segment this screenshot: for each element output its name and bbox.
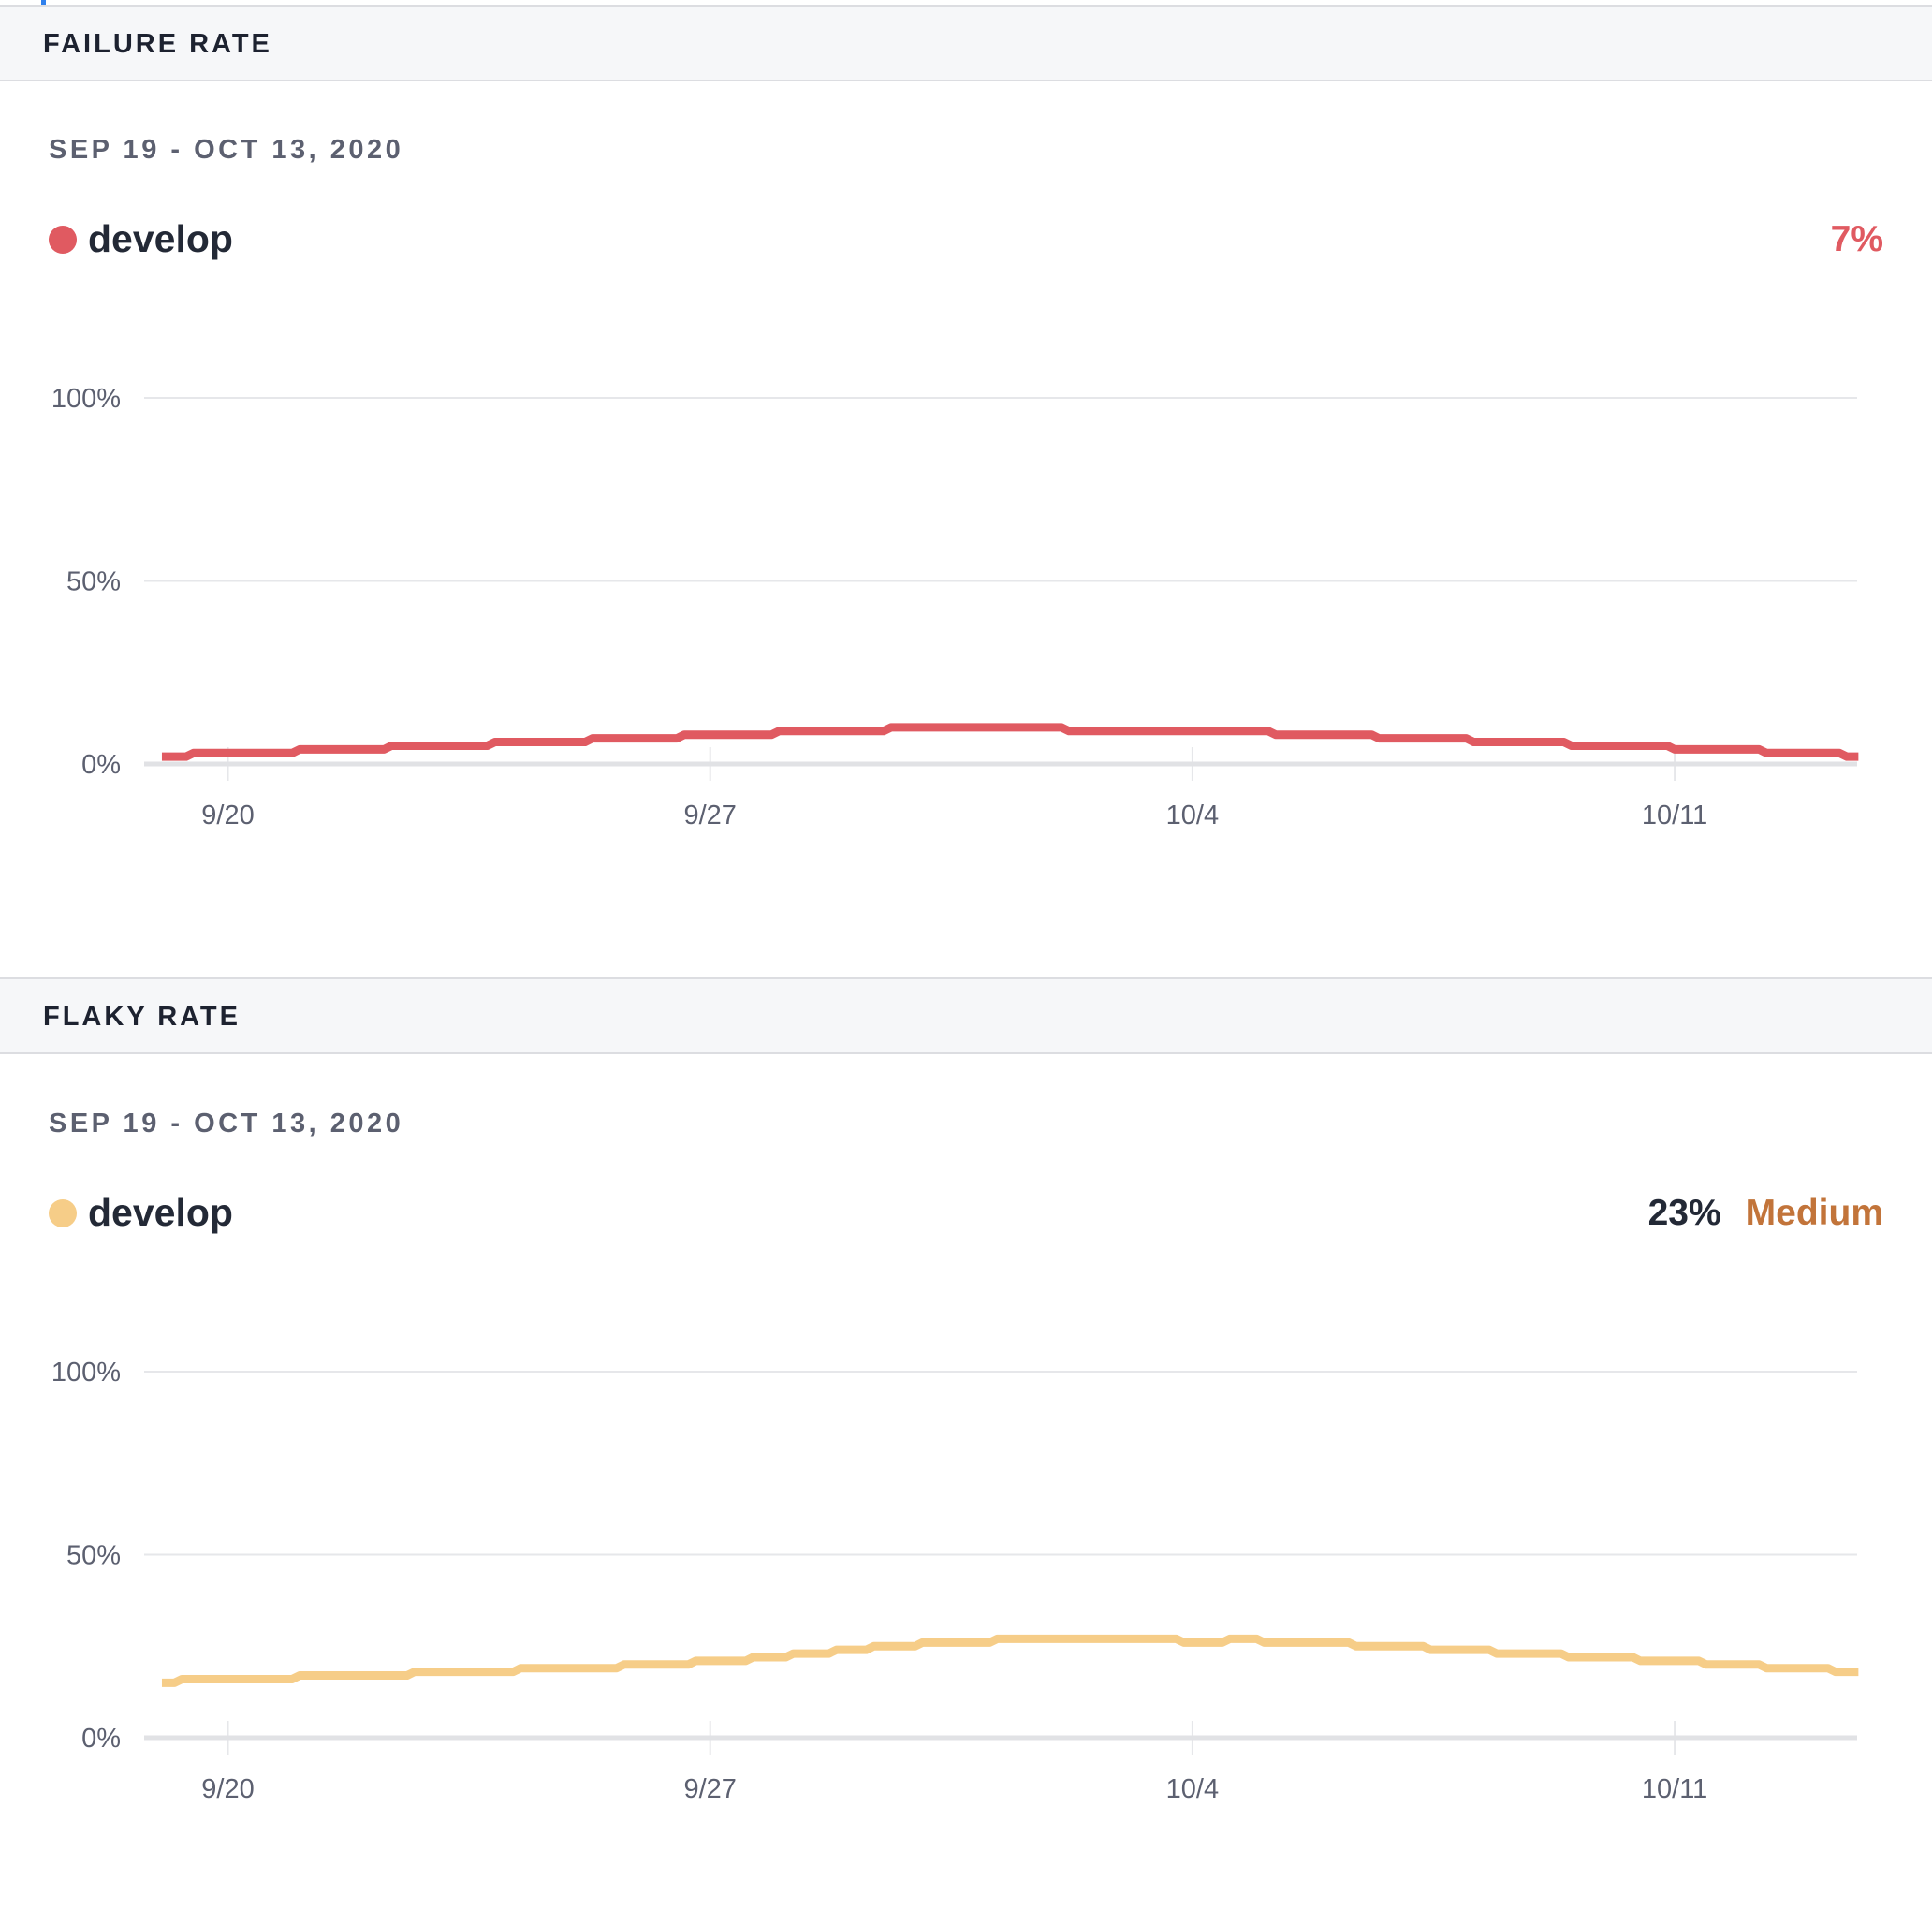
y-tick-label: 0%: [81, 1724, 121, 1754]
x-tick-label: 10/11: [1642, 801, 1707, 830]
series-line-develop: [161, 1634, 1859, 1687]
series-line-develop: [161, 723, 1859, 761]
failure-rate-header: FAILURE RATE: [0, 5, 1932, 81]
flaky-level-badge: Medium: [1745, 1193, 1883, 1233]
date-range: SEP 19 - OCT 13, 2020: [49, 1109, 404, 1139]
y-tick-label: 50%: [66, 567, 121, 597]
x-tick-label: 9/20: [201, 801, 254, 830]
date-range: SEP 19 - OCT 13, 2020: [49, 135, 404, 165]
section-title: FAILURE RATE: [43, 29, 272, 59]
x-tick-label: 10/4: [1166, 1774, 1219, 1804]
flaky-rate-value: 23%: [1647, 1193, 1721, 1233]
x-tick-label: 10/11: [1642, 1774, 1707, 1804]
y-tick-label: 50%: [66, 1541, 121, 1571]
active-tab-indicator: [41, 0, 46, 6]
x-tick-label: 9/20: [201, 1774, 254, 1804]
failure-rate-value: 7%: [1830, 219, 1883, 259]
legend-dot-icon: [49, 225, 77, 254]
y-tick-label: 100%: [51, 384, 121, 414]
x-tick-label: 9/27: [683, 801, 736, 830]
legend-item: develop: [49, 217, 233, 261]
summary: 23% Medium: [1648, 1193, 1883, 1234]
legend-label: develop: [88, 1191, 233, 1234]
legend-dot-icon: [49, 1198, 77, 1227]
flaky-rate-header: FLAKY RATE: [0, 977, 1932, 1054]
y-tick-label: 100%: [51, 1358, 121, 1388]
x-tick-label: 10/4: [1166, 801, 1219, 830]
y-tick-label: 0%: [81, 750, 121, 780]
section-title: FLAKY RATE: [43, 1002, 241, 1032]
failure-rate-chart: 100% 50% 0% 9/20 9/27 10/4 10/11: [51, 384, 1859, 830]
legend-item: develop: [49, 1191, 233, 1235]
summary: 7%: [1831, 219, 1883, 260]
x-tick-label: 9/27: [683, 1774, 736, 1804]
legend-label: develop: [88, 217, 233, 260]
